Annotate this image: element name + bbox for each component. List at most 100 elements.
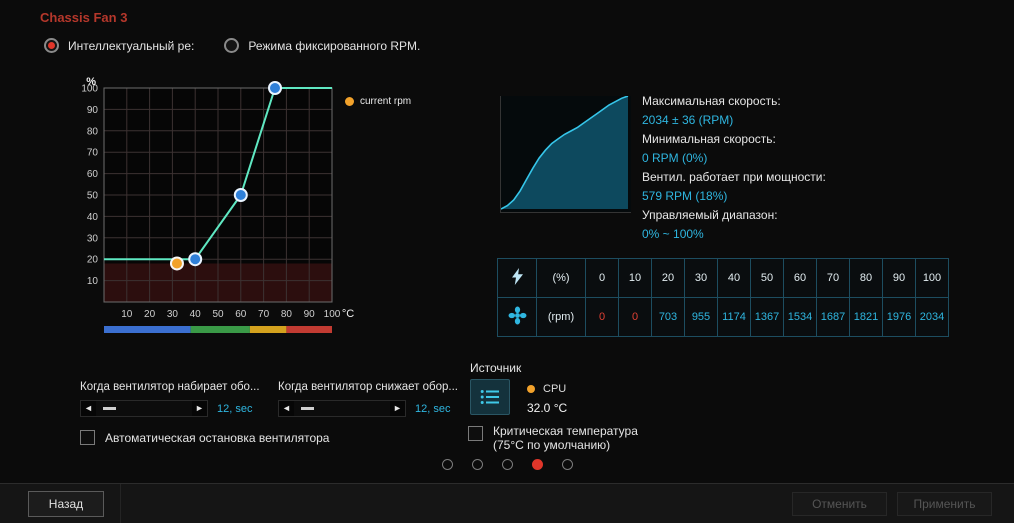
page-dot[interactable]: [561, 459, 573, 470]
table-cell: 955: [684, 297, 718, 337]
source-select-button[interactable]: [470, 379, 510, 415]
table-cell: 60: [783, 258, 817, 298]
stat-label: Максимальная скорость:: [642, 94, 781, 108]
svg-text:90: 90: [87, 105, 99, 116]
page-dots: [0, 459, 1014, 470]
current-rpm-legend: current rpm: [345, 96, 411, 107]
fixed-rpm-radio[interactable]: [224, 38, 240, 53]
table-cell: 1976: [882, 297, 916, 337]
stat-value: 0 RPM (0%): [642, 151, 708, 165]
table-row: (rpm) 0 0 703 955 1174 1367 1534 1687 1821 1976 203…: [497, 297, 949, 337]
back-button[interactable]: Назад: [28, 491, 104, 517]
critical-temp-label-line1: Критическая температура: [493, 424, 638, 438]
auto-fan-stop-group: Автоматическая остановка вентилятора: [80, 430, 329, 445]
stat-label: Управляемый диапазон:: [642, 208, 778, 222]
fan-lower-time-slider[interactable]: ◄ ►: [278, 400, 406, 417]
critical-temp-label: Критическая температура (75°C по умолчан…: [493, 424, 638, 452]
page-dot[interactable]: [441, 459, 453, 470]
source-sensor-label: CPU: [543, 383, 567, 395]
table-cell: 703: [651, 297, 685, 337]
table-cell: 20: [651, 258, 685, 298]
table-row-label: (rpm): [536, 297, 586, 337]
current-rpm-dot-icon: [345, 97, 354, 106]
table-cell: 70: [816, 258, 850, 298]
power-rpm-table: (%) 0 10 20 30 40 50 60 70 80 90 100 (rpm) 0 0 703 955 11…: [497, 258, 949, 337]
mode-selector: Интеллектуальный ре: Режима фиксированно…: [44, 38, 450, 53]
stat-label: Вентил. работает при мощности:: [642, 170, 826, 184]
page-title: Chassis Fan 3: [40, 10, 128, 25]
page-dot[interactable]: [531, 459, 543, 470]
auto-fan-stop-label: Автоматическая остановка вентилятора: [105, 430, 330, 445]
svg-text:60: 60: [235, 309, 247, 320]
table-cell: 0: [585, 258, 619, 298]
source-temperature: 32.0 °C: [527, 401, 568, 415]
slider-left-arrow-icon[interactable]: ◄: [279, 401, 294, 416]
table-cell: 90: [882, 258, 916, 298]
table-cell: 1174: [717, 297, 751, 337]
page-dot[interactable]: [501, 459, 513, 470]
svg-text:10: 10: [87, 276, 99, 287]
footer-divider: [120, 484, 121, 523]
table-row: (%) 0 10 20 30 40 50 60 70 80 90 100: [497, 258, 949, 298]
auto-fan-stop-checkbox[interactable]: [80, 430, 95, 445]
svg-text:30: 30: [87, 233, 99, 244]
table-cell: 0: [618, 297, 652, 337]
svg-text:90: 90: [304, 309, 316, 320]
fan-icon: [508, 306, 526, 325]
slider-left-arrow-icon[interactable]: ◄: [81, 401, 96, 416]
table-cell: 1821: [849, 297, 883, 337]
table-cell: 50: [750, 258, 784, 298]
table-cell: 2034: [915, 297, 949, 337]
svg-text:20: 20: [87, 255, 99, 266]
smart-mode-label: Интеллектуальный ре:: [68, 38, 195, 53]
svg-text:100: 100: [81, 84, 98, 95]
slider-right-arrow-icon[interactable]: ►: [390, 401, 405, 416]
svg-text:40: 40: [190, 309, 202, 320]
source-info: CPU 32.0 °C: [527, 383, 567, 415]
fan-raise-time-slider[interactable]: ◄ ►: [80, 400, 208, 417]
svg-text:50: 50: [212, 309, 224, 320]
table-cell: 40: [717, 258, 751, 298]
table-cell: 100: [915, 258, 949, 298]
footer-bar: Назад Отменить Применить: [0, 483, 1014, 523]
fan-response-chart: [500, 95, 631, 213]
svg-text:%: %: [86, 76, 96, 88]
page-dot[interactable]: [471, 459, 483, 470]
table-row-label: (%): [536, 258, 586, 298]
fan-response-svg: [500, 95, 629, 210]
fan-curve-svg[interactable]: 10 20 30 40 50 60 70 80 90 100 10 20 30 40 50 60 70 80 90 1…: [74, 76, 370, 338]
svg-text:70: 70: [258, 309, 270, 320]
slider-right-arrow-icon[interactable]: ►: [192, 401, 207, 416]
table-cell: 1534: [783, 297, 817, 337]
slider-handle[interactable]: [103, 407, 116, 410]
fan-lower-time-group: Когда вентилятор снижает обор... ◄ ► 12,…: [278, 381, 468, 417]
fan-stats: Максимальная скорость: 2034 ± 36 (RPM) М…: [642, 92, 942, 244]
svg-text:60: 60: [87, 169, 99, 180]
svg-text:100: 100: [324, 309, 341, 320]
list-icon: [480, 390, 499, 404]
svg-text:20: 20: [144, 309, 156, 320]
fan-raise-time-label: Когда вентилятор набирает обо...: [80, 381, 260, 393]
fan-curve-chart[interactable]: 10 20 30 40 50 60 70 80 90 100 10 20 30 40 50 60 70 80 90 1…: [74, 76, 370, 343]
fan-raise-time-group: Когда вентилятор набирает обо... ◄ ► 12,…: [80, 381, 270, 417]
table-cell: 30: [684, 258, 718, 298]
slider-handle[interactable]: [301, 407, 314, 410]
smart-mode-radio[interactable]: [44, 38, 59, 53]
critical-temp-label-line2: (75°C по умолчанию): [493, 438, 611, 452]
source-label: Источник: [470, 361, 522, 375]
legend-label: current rpm: [360, 96, 412, 107]
critical-temp-group: Критическая температура (75°C по умолчан…: [468, 424, 638, 452]
table-cell: 0: [585, 297, 619, 337]
svg-text:80: 80: [281, 309, 293, 320]
table-cell: 1367: [750, 297, 784, 337]
table-icon-cell: [497, 258, 537, 298]
lightning-icon: [511, 268, 523, 285]
critical-temp-checkbox[interactable]: [468, 426, 483, 441]
svg-text:40: 40: [87, 212, 99, 223]
cpu-source-dot-icon: [527, 385, 535, 393]
apply-button[interactable]: Применить: [897, 492, 992, 516]
table-cell: 80: [849, 258, 883, 298]
stat-value: 2034 ± 36 (RPM): [642, 113, 734, 127]
table-cell: 10: [618, 258, 652, 298]
cancel-button[interactable]: Отменить: [792, 492, 887, 516]
